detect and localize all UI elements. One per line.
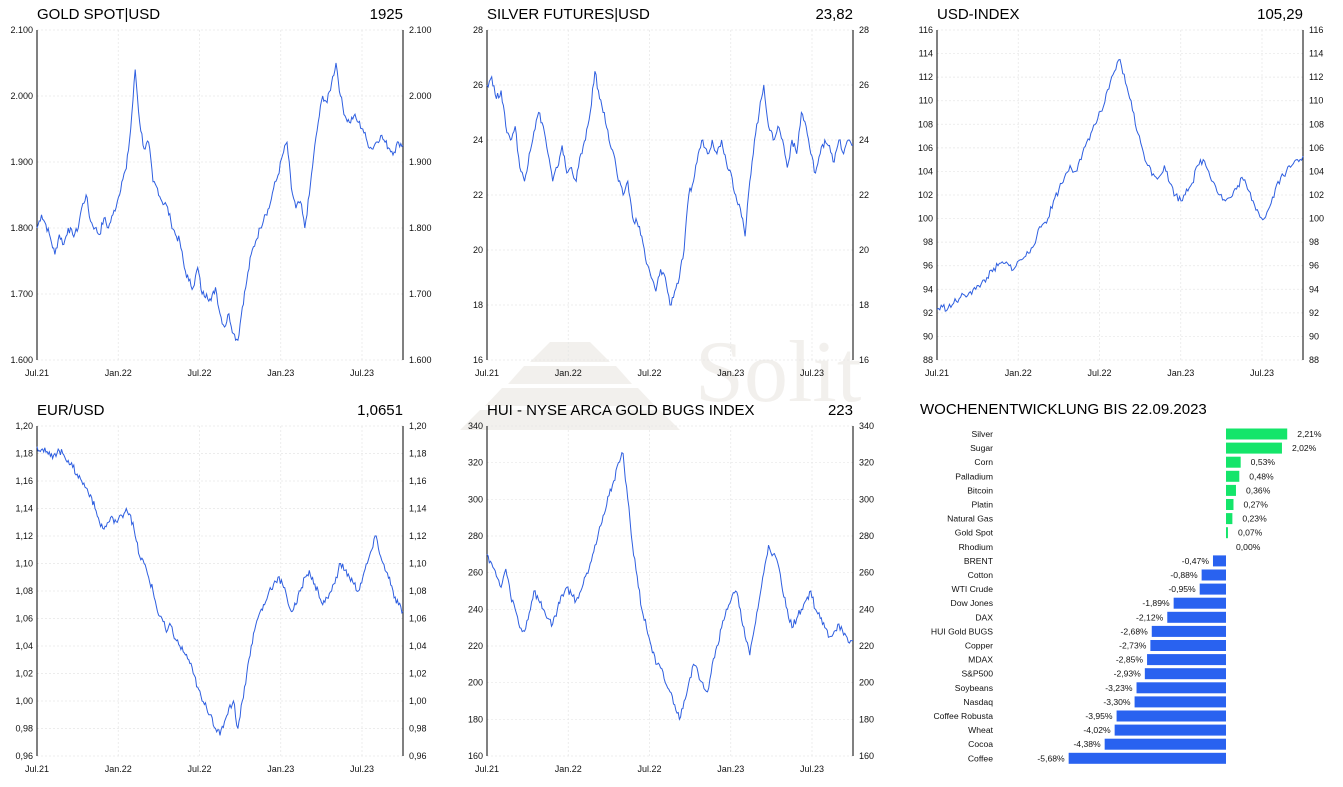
- chart-title: USD-INDEX: [937, 6, 1020, 23]
- weekly-category-label: Palladium: [955, 471, 993, 481]
- weekly-value-label: 0,00%: [1236, 542, 1261, 552]
- chart-title: SILVER FUTURES|USD: [487, 6, 650, 23]
- last-value: 1,0651: [357, 402, 403, 419]
- weekly-category-label: Coffee: [968, 753, 993, 763]
- weekly-category-label: Soybeans: [955, 683, 993, 693]
- weekly-category-label: Cotton: [968, 570, 994, 580]
- chart-title: HUI - NYSE ARCA GOLD BUGS INDEX: [487, 402, 755, 419]
- last-value: 23,82: [815, 6, 853, 23]
- weekly-bar: [1116, 710, 1226, 722]
- weekly-value-label: -3,30%: [1103, 697, 1131, 707]
- weekly-bar: [1173, 597, 1226, 609]
- chart-title: GOLD SPOT|USD: [37, 6, 161, 23]
- weekly-value-label: -0,95%: [1168, 584, 1196, 594]
- weekly-category-label: Gold Spot: [955, 528, 994, 538]
- weekly-category-label: Coffee Robusta: [933, 711, 993, 721]
- weekly-category-label: BRENT: [964, 556, 994, 566]
- weekly-value-label: -5,68%: [1037, 753, 1065, 763]
- weekly-bar: [1150, 640, 1226, 651]
- weekly-category-label: Dow Jones: [950, 598, 993, 608]
- weekly-bar: [1226, 442, 1282, 454]
- weekly-bar: [1114, 724, 1226, 736]
- weekly-value-label: 0,48%: [1249, 471, 1274, 481]
- weekly-bar: [1199, 583, 1226, 595]
- weekly-category-label: Natural Gas: [947, 514, 993, 524]
- weekly-value-label: -2,93%: [1114, 669, 1142, 679]
- weekly-value-label: -0,47%: [1182, 556, 1210, 566]
- weekly-value-label: 2,02%: [1292, 443, 1317, 453]
- weekly-bar: [1226, 499, 1234, 510]
- weekly-bar: [1136, 682, 1226, 694]
- weekly-value-label: 0,07%: [1238, 528, 1263, 538]
- weekly-category-label: Copper: [965, 641, 993, 651]
- weekly-category-label: WTI Crude: [951, 584, 993, 594]
- weekly-bar: [1134, 696, 1226, 708]
- weekly-value-label: 0,36%: [1246, 485, 1271, 495]
- weekly-bar: [1226, 484, 1236, 496]
- weekly-bar: [1144, 668, 1226, 680]
- weekly-category-label: Wheat: [968, 725, 993, 735]
- weekly-bar: [1147, 654, 1226, 666]
- chart-title: EUR/USD: [37, 402, 105, 419]
- weekly-bar: [1226, 428, 1288, 440]
- weekly-title: WOCHENENTWICKLUNG BIS 22.09.2023: [920, 401, 1207, 418]
- weekly-category-label: DAX: [975, 612, 993, 622]
- weekly-bar: [1167, 611, 1226, 623]
- weekly-category-label: MDAX: [968, 655, 993, 665]
- weekly-value-label: -2,85%: [1116, 655, 1144, 665]
- weekly-bar: [1104, 738, 1226, 750]
- last-value: 223: [827, 402, 853, 419]
- weekly-category-label: HUI Gold BUGS: [931, 626, 993, 636]
- weekly-category-label: Cocoa: [968, 739, 993, 749]
- weekly-value-label: -4,38%: [1073, 739, 1101, 749]
- weekly-value-label: 2,21%: [1297, 429, 1322, 439]
- weekly-bar: [1226, 470, 1240, 482]
- weekly-category-label: Sugar: [970, 443, 993, 453]
- weekly-value-label: -0,88%: [1170, 570, 1198, 580]
- weekly-bar: [1226, 527, 1228, 539]
- weekly-value-label: -3,23%: [1105, 683, 1133, 693]
- weekly-bar: [1226, 456, 1241, 468]
- weekly-value-label: -2,12%: [1136, 612, 1164, 622]
- weekly-value-label: 0,53%: [1251, 457, 1276, 467]
- last-value: 105,29: [1257, 6, 1303, 23]
- weekly-bar: [1201, 569, 1226, 581]
- weekly-category-label: S&P500: [961, 669, 993, 679]
- weekly-bar: [1151, 625, 1226, 637]
- weekly-value-label: -2,68%: [1121, 626, 1149, 636]
- weekly-bar: [1212, 555, 1226, 567]
- weekly-category-label: Rhodium: [959, 542, 993, 552]
- weekly-category-label: Platin: [972, 500, 994, 510]
- weekly-bar: [1068, 752, 1226, 764]
- weekly-value-label: 0,27%: [1243, 500, 1268, 510]
- weekly-value-label: -3,95%: [1085, 711, 1113, 721]
- weekly-value-label: -4,02%: [1083, 725, 1111, 735]
- weekly-value-label: -1,89%: [1142, 598, 1170, 608]
- last-value: 1925: [369, 6, 403, 23]
- weekly-category-label: Corn: [974, 457, 993, 467]
- weekly-value-label: -2,73%: [1119, 641, 1147, 651]
- weekly-category-label: Silver: [972, 429, 994, 439]
- weekly-value-label: 0,23%: [1242, 514, 1267, 524]
- weekly-bar: [1226, 513, 1233, 525]
- weekly-category-label: Nasdaq: [963, 697, 993, 707]
- weekly-category-label: Bitcoin: [967, 485, 993, 495]
